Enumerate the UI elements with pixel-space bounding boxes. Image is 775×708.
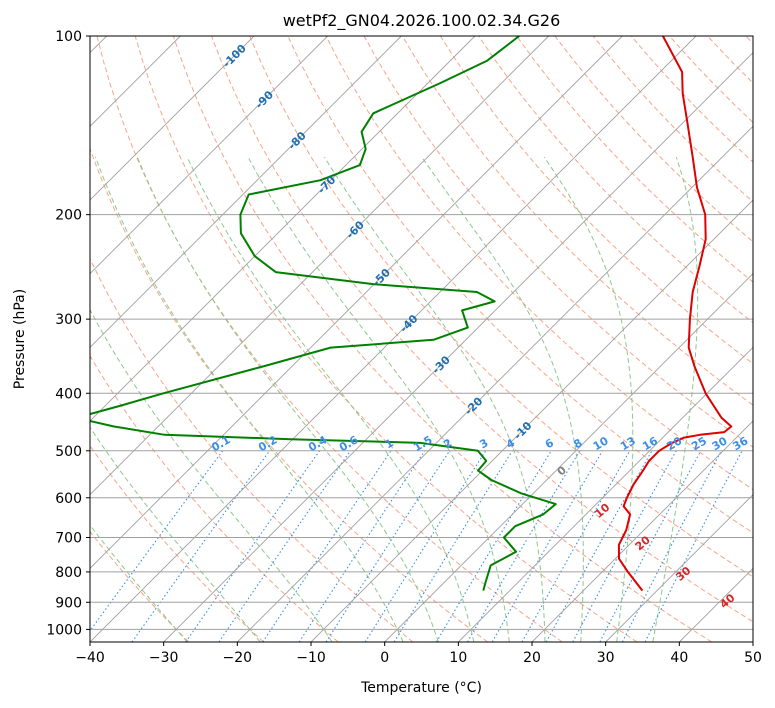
y-tick-label: 400 xyxy=(55,386,82,402)
dry-adiabat-line xyxy=(325,36,753,491)
chart-title: wetPf2_GN04.2026.100.02.34.G26 xyxy=(283,11,561,31)
mixing-ratio-line xyxy=(364,450,487,642)
isotherm-line xyxy=(605,494,753,642)
x-tick-label: 20 xyxy=(523,650,541,666)
moist-adiabat-line xyxy=(247,156,510,642)
dry-adiabat-line xyxy=(90,530,190,642)
moist-adiabat-line xyxy=(652,156,699,642)
y-tick-label: 800 xyxy=(55,565,82,581)
x-tick-label: −10 xyxy=(296,650,326,666)
mixing-ratio-line xyxy=(90,450,224,632)
mixing-ratio-line xyxy=(298,450,426,642)
isotherm-line xyxy=(90,36,697,642)
y-tick-label: 300 xyxy=(55,312,82,328)
dry-adiabat-line xyxy=(439,36,753,365)
isotherm-line xyxy=(237,125,753,642)
y-tick-label: 600 xyxy=(55,491,82,507)
dry-adiabat-line xyxy=(401,36,753,406)
plot-area: 0.1 0.2 0.4 0.6 1 1.5 2 3 4 6 8 10 13 16 20 25 30 36-100-… xyxy=(90,36,753,642)
x-axis: −40 −30 −20 −10 0 10 20 30 40 50 xyxy=(75,642,762,666)
moist-adiabat-line xyxy=(323,156,546,642)
y-axis-title: Pressure (hPa) xyxy=(12,289,28,389)
dry-adiabat-line xyxy=(90,444,264,642)
y-axis: 100 200 300 400 500 600 700 800 900 1000 xyxy=(46,29,90,638)
mixing-ratio-line xyxy=(644,450,743,642)
x-tick-label: −30 xyxy=(149,650,179,666)
mixing-ratio-line xyxy=(262,450,392,642)
mixing-ratio-line xyxy=(599,450,702,642)
isotherm-line xyxy=(90,36,476,422)
y-tick-label: 100 xyxy=(55,29,82,45)
plot-frame xyxy=(89,35,754,643)
dry-adiabat-line xyxy=(172,36,712,642)
mixing-ratio-line xyxy=(521,450,631,642)
isotherm-line xyxy=(90,36,402,348)
isotherms xyxy=(90,36,753,642)
isotherm-line xyxy=(531,420,753,642)
isotherm-line xyxy=(163,52,753,642)
isotherm-line xyxy=(310,199,753,642)
y-tick-label: 900 xyxy=(55,595,82,611)
isotherm-line xyxy=(90,36,623,569)
x-tick-label: −20 xyxy=(223,650,253,666)
x-tick-label: −40 xyxy=(75,650,105,666)
y-tick-label: 500 xyxy=(55,444,82,460)
temperature-profile-line xyxy=(617,36,733,592)
dry-adiabat-line xyxy=(249,36,753,578)
isotherm-line xyxy=(458,346,753,642)
dry-adiabat-line xyxy=(90,147,488,642)
dry-adiabat-line xyxy=(90,354,339,642)
mixing-ratio-line xyxy=(218,450,351,642)
isotherm-line xyxy=(384,273,753,642)
x-tick-label: 40 xyxy=(670,650,688,666)
moist-adiabat-line xyxy=(421,156,584,642)
pressure-gridlines xyxy=(90,36,753,630)
dry-adiabat-line xyxy=(134,36,638,642)
dewpoint-profile-line xyxy=(90,36,557,591)
sounding-series xyxy=(90,36,733,592)
y-tick-label: 200 xyxy=(55,208,82,224)
x-tick-label: 0 xyxy=(380,650,389,666)
mixing-ratio-line xyxy=(131,450,271,642)
x-tick-label: 30 xyxy=(597,650,615,666)
mixing-ratio-line xyxy=(572,450,677,642)
mixing-ratio-line xyxy=(325,450,451,642)
isotherm-line xyxy=(90,36,549,496)
x-axis-title: Temperature (°C) xyxy=(360,680,482,696)
x-tick-label: 10 xyxy=(449,650,467,666)
y-tick-label: 700 xyxy=(55,531,82,547)
mixing-ratio-line xyxy=(545,450,653,642)
x-tick-label: 50 xyxy=(744,650,762,666)
mixing-ratio-line xyxy=(185,450,321,642)
isotherm-line xyxy=(90,36,255,201)
y-tick-label: 1000 xyxy=(46,622,82,638)
dry-adiabat-line xyxy=(516,36,753,283)
isotherm-line xyxy=(90,36,328,275)
